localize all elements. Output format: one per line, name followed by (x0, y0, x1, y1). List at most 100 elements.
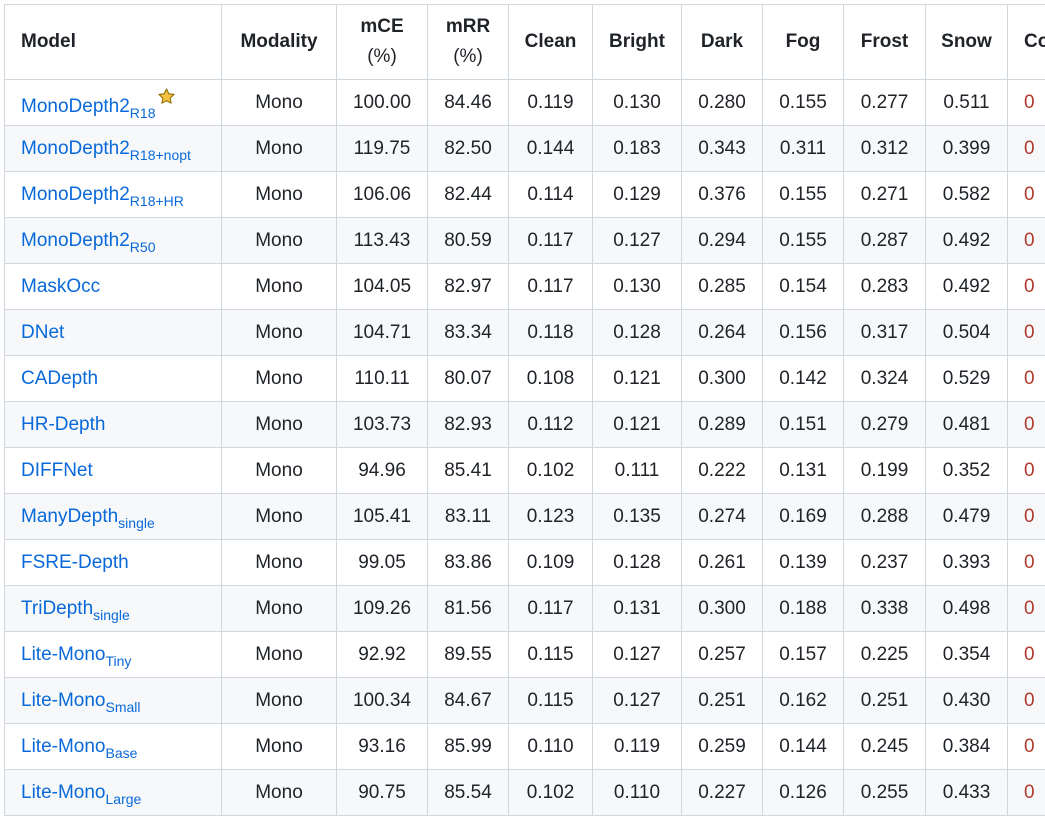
bright-cell: 0.121 (593, 356, 682, 402)
snow-cell: 0.433 (926, 770, 1008, 816)
model-name: Lite-Mono (21, 690, 106, 711)
dark-cell: 0.300 (682, 356, 763, 402)
snow-cell: 0.430 (926, 678, 1008, 724)
mce-cell: 100.34 (337, 678, 428, 724)
model-link[interactable]: Lite-MonoSmall (21, 690, 141, 711)
dark-cell: 0.285 (682, 264, 763, 310)
fog-cell: 0.188 (763, 586, 844, 632)
dark-cell: 0.257 (682, 632, 763, 678)
mce-cell: 119.75 (337, 126, 428, 172)
clean-cell: 0.123 (509, 494, 593, 540)
bright-cell: 0.121 (593, 402, 682, 448)
modality-cell: Mono (222, 494, 337, 540)
header-dark: Dark (682, 5, 763, 80)
clean-cell: 0.117 (509, 218, 593, 264)
contrast-cell: 0 (1008, 586, 1045, 632)
fog-cell: 0.131 (763, 448, 844, 494)
dark-cell: 0.251 (682, 678, 763, 724)
model-link[interactable]: TriDepthsingle (21, 598, 130, 619)
modality-cell: Mono (222, 540, 337, 586)
model-link[interactable]: FSRE-Depth (21, 552, 129, 573)
mrr-cell: 83.34 (428, 310, 509, 356)
frost-cell: 0.324 (844, 356, 926, 402)
model-cell: DNet (5, 310, 222, 356)
contrast-cell: 0 (1008, 678, 1045, 724)
model-link[interactable]: Lite-MonoLarge (21, 782, 141, 803)
mce-cell: 94.96 (337, 448, 428, 494)
model-cell: Lite-MonoLarge (5, 770, 222, 816)
results-table: Model Modality mCE(%) mRR(%) Clean Brigh… (4, 4, 1045, 816)
frost-cell: 0.317 (844, 310, 926, 356)
model-name: MonoDepth2 (21, 230, 130, 251)
star-icon (157, 87, 176, 106)
model-name: Lite-Mono (21, 644, 106, 665)
header-mrr: mRR(%) (428, 5, 509, 80)
modality-cell: Mono (222, 448, 337, 494)
fog-cell: 0.311 (763, 126, 844, 172)
model-name: Lite-Mono (21, 782, 106, 803)
modality-cell: Mono (222, 724, 337, 770)
mrr-cell: 85.54 (428, 770, 509, 816)
model-link[interactable]: ManyDepthsingle (21, 506, 155, 527)
mrr-cell: 80.59 (428, 218, 509, 264)
snow-cell: 0.399 (926, 126, 1008, 172)
model-link[interactable]: DIFFNet (21, 460, 93, 481)
model-cell: CADepth (5, 356, 222, 402)
model-link[interactable]: HR-Depth (21, 414, 105, 435)
mrr-cell: 85.99 (428, 724, 509, 770)
model-link[interactable]: MonoDepth2R18+nopt (21, 138, 191, 159)
clean-cell: 0.118 (509, 310, 593, 356)
clean-cell: 0.115 (509, 632, 593, 678)
model-link[interactable]: Lite-MonoBase (21, 736, 137, 757)
contrast-cell: 0 (1008, 540, 1045, 586)
clean-cell: 0.117 (509, 264, 593, 310)
snow-cell: 0.511 (926, 80, 1008, 126)
model-link[interactable]: MaskOcc (21, 276, 100, 297)
fog-cell: 0.155 (763, 218, 844, 264)
model-name: MonoDepth2 (21, 184, 130, 205)
frost-cell: 0.312 (844, 126, 926, 172)
contrast-cell: 0 (1008, 310, 1045, 356)
frost-cell: 0.225 (844, 632, 926, 678)
snow-cell: 0.384 (926, 724, 1008, 770)
mce-cell: 93.16 (337, 724, 428, 770)
mce-cell: 113.43 (337, 218, 428, 264)
model-cell: Lite-MonoBase (5, 724, 222, 770)
model-link[interactable]: MonoDepth2R50 (21, 230, 155, 251)
model-cell: Lite-MonoTiny (5, 632, 222, 678)
contrast-cell: 0 (1008, 402, 1045, 448)
model-link[interactable]: MonoDepth2R18+HR (21, 184, 184, 205)
model-link[interactable]: DNet (21, 322, 64, 343)
snow-cell: 0.481 (926, 402, 1008, 448)
modality-cell: Mono (222, 632, 337, 678)
snow-cell: 0.393 (926, 540, 1008, 586)
dark-cell: 0.376 (682, 172, 763, 218)
header-clean: Clean (509, 5, 593, 80)
mrr-cell: 83.11 (428, 494, 509, 540)
contrast-cell: 0 (1008, 494, 1045, 540)
dark-cell: 0.261 (682, 540, 763, 586)
bright-cell: 0.135 (593, 494, 682, 540)
header-model: Model (5, 5, 222, 80)
bright-cell: 0.127 (593, 678, 682, 724)
fog-cell: 0.142 (763, 356, 844, 402)
fog-cell: 0.155 (763, 80, 844, 126)
model-link[interactable]: CADepth (21, 368, 98, 389)
model-link[interactable]: MonoDepth2R18 (21, 96, 155, 117)
bright-cell: 0.129 (593, 172, 682, 218)
mce-cell: 100.00 (337, 80, 428, 126)
model-link[interactable]: Lite-MonoTiny (21, 644, 131, 665)
model-subscript: Large (106, 791, 142, 807)
mce-cell: 103.73 (337, 402, 428, 448)
bright-cell: 0.110 (593, 770, 682, 816)
snow-cell: 0.352 (926, 448, 1008, 494)
contrast-cell: 0 (1008, 126, 1045, 172)
bright-cell: 0.130 (593, 80, 682, 126)
